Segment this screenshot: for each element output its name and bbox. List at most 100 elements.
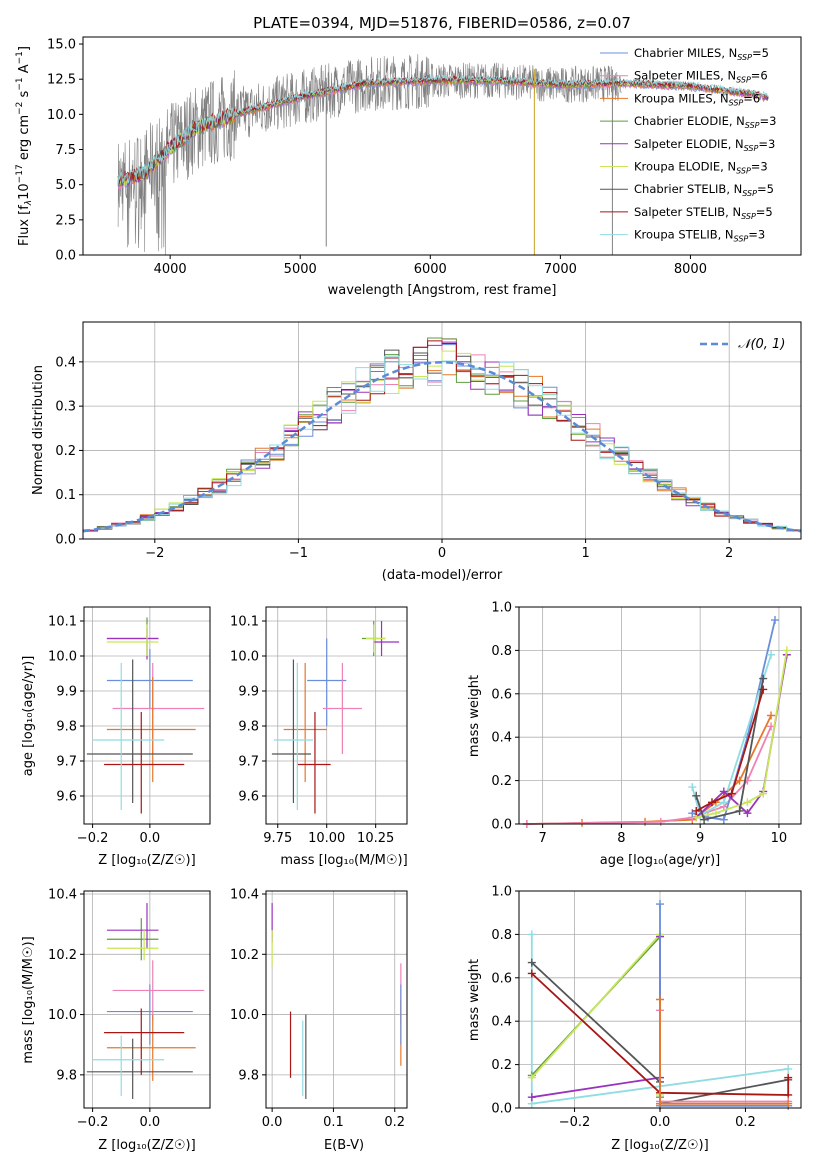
spectrum-axes-frame — [82, 36, 802, 256]
x-tick-label: 0 — [438, 546, 446, 561]
weight-line-kroupa_miles — [659, 999, 789, 1105]
y-tick-label: 12.5 — [47, 73, 76, 88]
weight-marker-salpeter_elodie — [719, 787, 728, 796]
x-tick-label: 5000 — [284, 262, 317, 277]
spectrum-xlabel: wavelength [Angstrom, rest frame] — [328, 283, 557, 298]
weight-marker-kroupa_elodie — [743, 798, 752, 807]
histogram-xlabel: (data-model)/error — [382, 568, 503, 583]
y-tick-label: 2.5 — [55, 213, 76, 228]
histogram-legend: 𝒩(0, 1) — [700, 337, 785, 352]
gauss-curve — [83, 361, 801, 533]
panel-grid — [266, 607, 407, 824]
y-tick-label: 0.4 — [491, 731, 512, 746]
x-tick-label: 4000 — [154, 262, 187, 277]
age-weight-panel: 7 8 9 10 0.0 0.2 0.4 0.6 0.8 1.0 age [log₁₀(age/y… — [467, 601, 802, 868]
weight-marker-kroupa_elodie — [759, 789, 768, 798]
weight-marker-kroupa_elodie — [527, 1073, 536, 1082]
x-tick-label: 9.75 — [263, 831, 292, 846]
weight-marker-kroupa_miles — [767, 711, 776, 720]
weight-marker-salpeter_stelib — [727, 789, 736, 798]
gauss-legend-label: 𝒩(0, 1) — [738, 337, 785, 352]
weight-marker-chabrier_stelib — [759, 674, 768, 683]
weight-marker-chabrier_miles — [771, 616, 780, 625]
y-tick-label: 9.7 — [56, 755, 77, 770]
x-tick-label: −1 — [289, 546, 308, 561]
y-tick-label: 5.0 — [55, 178, 76, 193]
x-tick-label: 10.25 — [357, 831, 394, 846]
weight-marker-salpeter_stelib — [759, 685, 768, 694]
x-tick-label: 7000 — [544, 262, 577, 277]
legend-entry: Kroupa STELIB, NSSP=3 — [634, 228, 765, 244]
weight-marker-kroupa_stelib — [527, 930, 536, 939]
x-tick-label: 1 — [581, 546, 589, 561]
weight-marker-kroupa_miles — [656, 995, 664, 1004]
weight-marker-chabrier_miles — [719, 815, 728, 824]
x-tick-label: −0.2 — [77, 831, 109, 846]
x-tick-label: 0.2 — [384, 1115, 405, 1130]
weight-line-kroupa_elodie — [696, 650, 788, 819]
weight-marker-chabrier_stelib — [527, 958, 536, 967]
histogram-kroupa_stelib — [83, 355, 801, 532]
weight-marker-kroupa_stelib — [719, 798, 728, 807]
y-tick-label: 10.0 — [230, 1008, 259, 1023]
y-tick-label: 0.0 — [491, 818, 512, 833]
residual-histogram-panel: −2 −1 0 1 2 0.0 0.1 0.2 0.3 0.4 (data-model)/erro… — [31, 321, 802, 583]
ebv-mass-frame — [265, 890, 408, 1109]
z-mass-ylabel: mass [log₁₀(M/M☉)] — [21, 936, 36, 1063]
weight-line-salpeter_miles — [526, 726, 772, 825]
y-tick-label: 10.4 — [48, 888, 77, 903]
z-age-frame — [83, 606, 211, 825]
weight-line-kroupa_stelib — [691, 654, 772, 817]
z-weight-ylabel: mass weight — [467, 959, 482, 1041]
mass-age-frame — [265, 606, 408, 825]
y-tick-label: 10.0 — [48, 1008, 77, 1023]
age-weight-frame — [518, 606, 802, 825]
x-tick-label: 0.1 — [323, 1115, 344, 1130]
histogram-series — [83, 337, 801, 534]
weight-marker-salpeter_elodie — [527, 1093, 536, 1102]
z-mass-xlabel: Z [log₁₀(Z/Z☉)] — [98, 1138, 195, 1153]
panel-grid — [84, 607, 210, 824]
y-tick-label: 10.0 — [47, 108, 76, 123]
weight-line-chabrier_stelib — [695, 678, 765, 821]
x-tick-label: 10 — [771, 831, 788, 846]
weight-marker-salpeter_stelib — [527, 969, 536, 978]
x-tick-label: 6000 — [414, 262, 447, 277]
y-tick-label: 0.2 — [491, 774, 512, 789]
spectrum-title: PLATE=0394, MJD=51876, FIBERID=0586, z=0… — [253, 14, 631, 32]
y-tick-label: 9.6 — [238, 790, 259, 805]
y-tick-label: 9.9 — [56, 685, 77, 700]
weight-marker-chabrier_stelib — [692, 791, 701, 800]
spectrum-legend: Chabrier MILES, NSSP=5 Salpeter MILES, NS… — [600, 46, 776, 244]
weight-line-salpeter_stelib — [695, 689, 765, 812]
y-tick-label: 9.8 — [238, 720, 259, 735]
y-tick-label: 10.0 — [230, 650, 259, 665]
weight-marker-kroupa_miles — [735, 776, 744, 785]
y-tick-label: 0.1 — [55, 488, 76, 503]
mass-age-panel: 9.75 10.00 10.25 9.6 9.7 9.8 9.9 10.0 10.1 mass … — [230, 606, 408, 868]
z-weight-panel: −0.2 0.0 0.2 0.0 0.2 0.4 0.6 0.8 1.0 Z [log₁₀(Z/… — [467, 885, 802, 1153]
weight-marker-salpeter_stelib — [784, 1073, 793, 1082]
z-age-xlabel: Z [log₁₀(Z/Z☉)] — [98, 853, 195, 868]
weight-marker-kroupa_stelib — [784, 1064, 793, 1073]
weight-marker-salpeter_elodie — [743, 809, 752, 818]
x-tick-label: 7 — [538, 831, 546, 846]
y-tick-label: 0.0 — [491, 1102, 512, 1117]
y-tick-label: 0.6 — [491, 687, 512, 702]
x-tick-label: 8000 — [674, 262, 707, 277]
weight-line-salpeter_elodie — [531, 936, 661, 1099]
y-tick-label: 0.2 — [55, 444, 76, 459]
y-tick-label: 0.2 — [491, 1058, 512, 1073]
y-tick-label: 0.4 — [55, 355, 76, 370]
histogram-ylabel: Normed distribution — [31, 365, 46, 495]
x-tick-label: 0.0 — [140, 831, 161, 846]
x-tick-label: 8 — [617, 831, 625, 846]
y-tick-label: 7.5 — [55, 143, 76, 158]
y-tick-label: 10.2 — [230, 948, 259, 963]
legend-entry: Salpeter MILES, NSSP=6 — [634, 69, 768, 85]
y-tick-label: 0.8 — [491, 928, 512, 943]
age-weight-xlabel: age [log₁₀(age/yr)] — [600, 853, 721, 868]
x-tick-label: −0.2 — [77, 1115, 109, 1130]
spectrum-lines — [117, 54, 769, 255]
